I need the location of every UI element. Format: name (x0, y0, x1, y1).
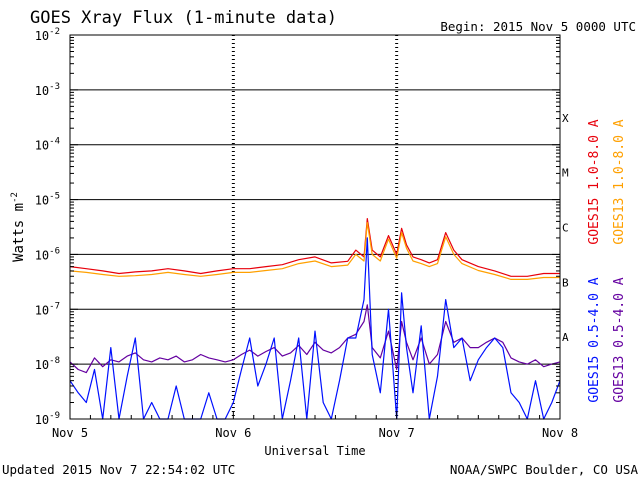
y-axis-ticks: 10-210-310-410-510-610-710-810-9 (35, 27, 560, 427)
series-line (69, 218, 560, 277)
x-tick-label: Nov 5 (52, 426, 88, 440)
legend-label: GOES13 0.5-4.0 A (612, 277, 627, 402)
series-line (69, 237, 561, 420)
updated-timestamp: Updated 2015 Nov 7 22:54:02 UTC (2, 462, 235, 477)
y-tick-label: 10-6 (35, 246, 60, 262)
y-tick-exp: -4 (49, 137, 60, 147)
y-tick-label: 10-2 (35, 27, 60, 43)
y-tick-label: 10-8 (35, 356, 60, 372)
legend-entry: GOES15 0.5-4.0 A (587, 277, 602, 402)
y-tick-exp: -5 (49, 192, 60, 202)
flare-class-label: B (562, 276, 569, 289)
flare-class-label: M (562, 167, 569, 180)
x-tick-label: Nov 7 (379, 426, 415, 440)
y-axis-label-text: Watts m (11, 203, 27, 262)
y-tick-exp: -6 (49, 246, 60, 256)
y-tick-base: 10 (35, 413, 49, 427)
credit-text: NOAA/SWPC Boulder, CO USA (450, 462, 639, 477)
y-tick-exp: -7 (49, 301, 60, 311)
y-tick-label: 10-7 (35, 301, 60, 317)
legend-label: GOES13 1.0-8.0 A (612, 119, 627, 244)
begin-label: Begin: 2015 Nov 5 0000 UTC (440, 19, 636, 34)
plot-grid (70, 35, 560, 419)
y-axis-label-exp: -2 (10, 192, 20, 203)
legend-entry: GOES13 1.0-8.0 A (612, 119, 627, 244)
y-tick-base: 10 (35, 358, 49, 372)
series-line (69, 304, 561, 374)
y-tick-base: 10 (35, 194, 49, 208)
y-axis-label: Watts m-2 (10, 192, 27, 262)
svg-text:Watts m-2: Watts m-2 (10, 192, 27, 262)
y-tick-exp: -9 (49, 411, 60, 421)
plot-frame (69, 34, 561, 420)
x-axis-ticks: Nov 5 Nov 6 Nov 7 Nov 8 (52, 411, 578, 440)
series-line (69, 222, 560, 280)
y-tick-exp: -3 (49, 82, 60, 92)
flare-class-label: X (562, 112, 569, 125)
plot-data (69, 218, 561, 420)
flare-class-label: A (562, 331, 569, 344)
y-tick-exp: -8 (49, 356, 60, 366)
x-axis-label: Universal Time (264, 444, 365, 458)
y-tick-exp: -2 (49, 27, 60, 37)
y-tick-label: 10-9 (35, 411, 60, 427)
y-tick-base: 10 (35, 29, 49, 43)
y-tick-base: 10 (35, 139, 49, 153)
y-tick-base: 10 (35, 84, 49, 98)
y-tick-label: 10-3 (35, 82, 60, 98)
x-tick-label: Nov 6 (215, 426, 251, 440)
legend-label: GOES15 0.5-4.0 A (587, 277, 602, 402)
legend-entry: GOES15 1.0-8.0 A (587, 119, 602, 244)
legend-label: GOES15 1.0-8.0 A (587, 119, 602, 244)
y-tick-label: 10-4 (35, 137, 60, 153)
legend-entry: GOES13 0.5-4.0 A (612, 277, 627, 402)
x-tick-label: Nov 8 (542, 426, 578, 440)
chart-title: GOES Xray Flux (1-minute data) (30, 8, 337, 28)
y-tick-base: 10 (35, 303, 49, 317)
legend: GOES15 1.0-8.0 A GOES13 1.0-8.0 A GOES15 0… (587, 119, 627, 402)
flare-class-label: C (562, 221, 569, 234)
y-tick-base: 10 (35, 248, 49, 262)
flare-class-labels: X M C B A (562, 112, 569, 344)
y-tick-label: 10-5 (35, 192, 60, 208)
